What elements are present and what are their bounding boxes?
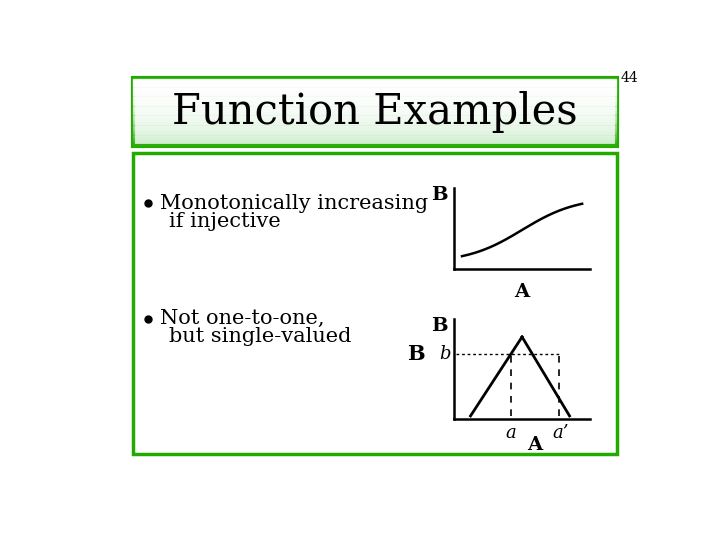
- Bar: [133, 143, 616, 144]
- Bar: [133, 130, 616, 131]
- Bar: [133, 89, 616, 90]
- Bar: [133, 103, 616, 104]
- Bar: [133, 100, 616, 101]
- Bar: [133, 128, 616, 129]
- Bar: [133, 121, 616, 122]
- Text: a: a: [505, 423, 516, 442]
- Bar: [132, 78, 617, 146]
- Bar: [133, 82, 616, 83]
- Text: 44: 44: [621, 71, 639, 85]
- Bar: [133, 122, 616, 123]
- Text: but single-valued: but single-valued: [169, 327, 351, 346]
- Bar: [133, 83, 616, 84]
- Bar: [133, 137, 616, 138]
- Bar: [133, 93, 616, 94]
- Bar: [133, 119, 616, 120]
- Bar: [133, 120, 616, 121]
- Bar: [133, 101, 616, 102]
- Bar: [133, 133, 616, 134]
- Bar: [133, 105, 616, 106]
- Text: Not one-to-one,: Not one-to-one,: [160, 309, 324, 328]
- Bar: [133, 136, 616, 137]
- Bar: [133, 145, 616, 146]
- Bar: [133, 79, 616, 80]
- Bar: [133, 138, 616, 139]
- Bar: [133, 114, 616, 116]
- Text: A: A: [528, 436, 543, 454]
- Bar: [133, 132, 616, 133]
- Bar: [133, 87, 616, 89]
- Bar: [133, 94, 616, 96]
- Bar: [133, 97, 616, 98]
- Bar: [133, 127, 616, 128]
- Bar: [132, 153, 617, 454]
- Bar: [133, 111, 616, 112]
- Text: B: B: [431, 318, 448, 335]
- Text: Monotonically increasing: Monotonically increasing: [160, 194, 428, 213]
- Bar: [133, 134, 616, 136]
- Text: b: b: [440, 345, 451, 363]
- Bar: [133, 139, 616, 140]
- Bar: [133, 116, 616, 117]
- Text: B: B: [408, 344, 425, 364]
- Bar: [133, 144, 616, 145]
- Text: if injective: if injective: [169, 212, 281, 231]
- Bar: [133, 113, 616, 114]
- Bar: [133, 86, 616, 87]
- Bar: [133, 117, 616, 118]
- Text: Function Examples: Function Examples: [171, 91, 577, 133]
- Bar: [133, 140, 616, 141]
- Bar: [133, 118, 616, 119]
- Text: A: A: [515, 283, 530, 301]
- Bar: [133, 96, 616, 97]
- Bar: [133, 92, 616, 93]
- Bar: [133, 98, 616, 99]
- Bar: [133, 80, 616, 81]
- Bar: [133, 107, 616, 109]
- Bar: [133, 81, 616, 82]
- Bar: [133, 90, 616, 91]
- Bar: [133, 102, 616, 103]
- Bar: [133, 112, 616, 113]
- Bar: [133, 110, 616, 111]
- Bar: [133, 126, 616, 127]
- Bar: [133, 91, 616, 92]
- Bar: [133, 84, 616, 85]
- Bar: [133, 124, 616, 126]
- Bar: [133, 99, 616, 100]
- Bar: [133, 129, 616, 130]
- Text: B: B: [431, 186, 448, 205]
- Bar: [133, 104, 616, 105]
- Bar: [133, 141, 616, 143]
- Bar: [133, 123, 616, 124]
- Bar: [133, 85, 616, 86]
- Bar: [133, 131, 616, 132]
- Text: a’: a’: [553, 423, 569, 442]
- Bar: [133, 106, 616, 107]
- Bar: [133, 109, 616, 110]
